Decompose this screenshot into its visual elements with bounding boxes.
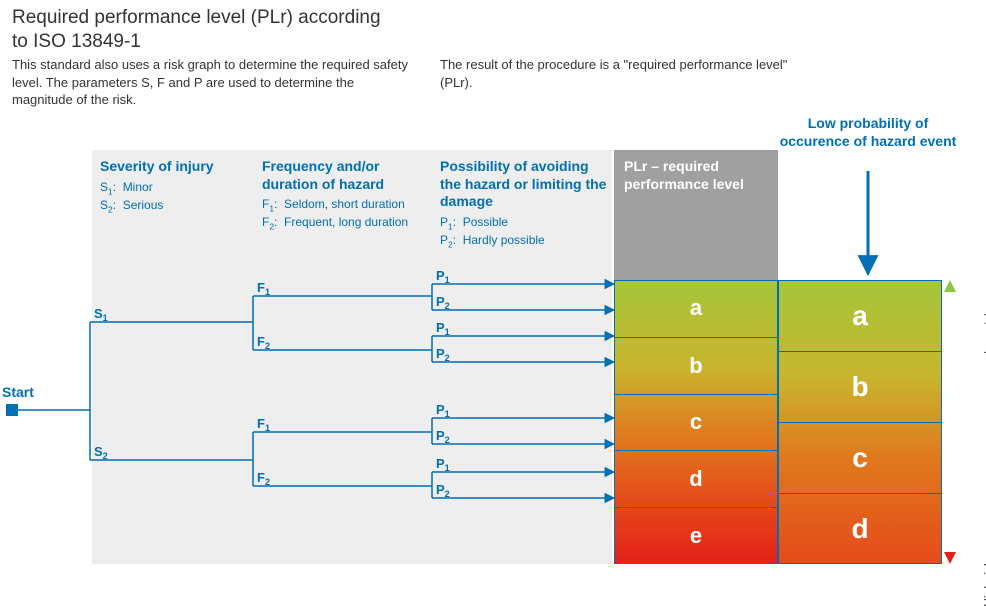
start-marker <box>6 404 18 416</box>
plr-col2-cell: d <box>778 493 942 564</box>
start-label: Start <box>2 384 34 400</box>
col-severity: Severity of injuryS1: MinorS2: Serious <box>100 158 250 214</box>
risk-low-label: Low risk <box>982 310 986 354</box>
plr-col1-cell: b <box>614 337 778 394</box>
plr-col1-cell: c <box>614 394 778 451</box>
plr-col2-cell: b <box>778 351 942 422</box>
intro-left: This standard also uses a risk graph to … <box>12 56 412 109</box>
plr-header: PLr – required performance level <box>614 150 778 280</box>
col-frequency: Frequency and/or duration of hazardF1: S… <box>262 158 427 232</box>
plr-col1-cell: e <box>614 507 778 564</box>
annotation: Low probability of occurence of hazard e… <box>778 115 958 150</box>
plr-col1-cell: a <box>614 280 778 337</box>
plr-col1-cell: d <box>614 450 778 507</box>
page-title: Required performance level (PLr) accordi… <box>12 6 382 54</box>
risk-high-label: High risk <box>982 560 986 607</box>
col-possibility: Possibility of avoiding the hazard or li… <box>440 158 610 249</box>
plr-col2-cell: c <box>778 422 942 493</box>
intro-right: The result of the procedure is a "requir… <box>440 56 820 91</box>
plr-col2-cell: a <box>778 280 942 351</box>
